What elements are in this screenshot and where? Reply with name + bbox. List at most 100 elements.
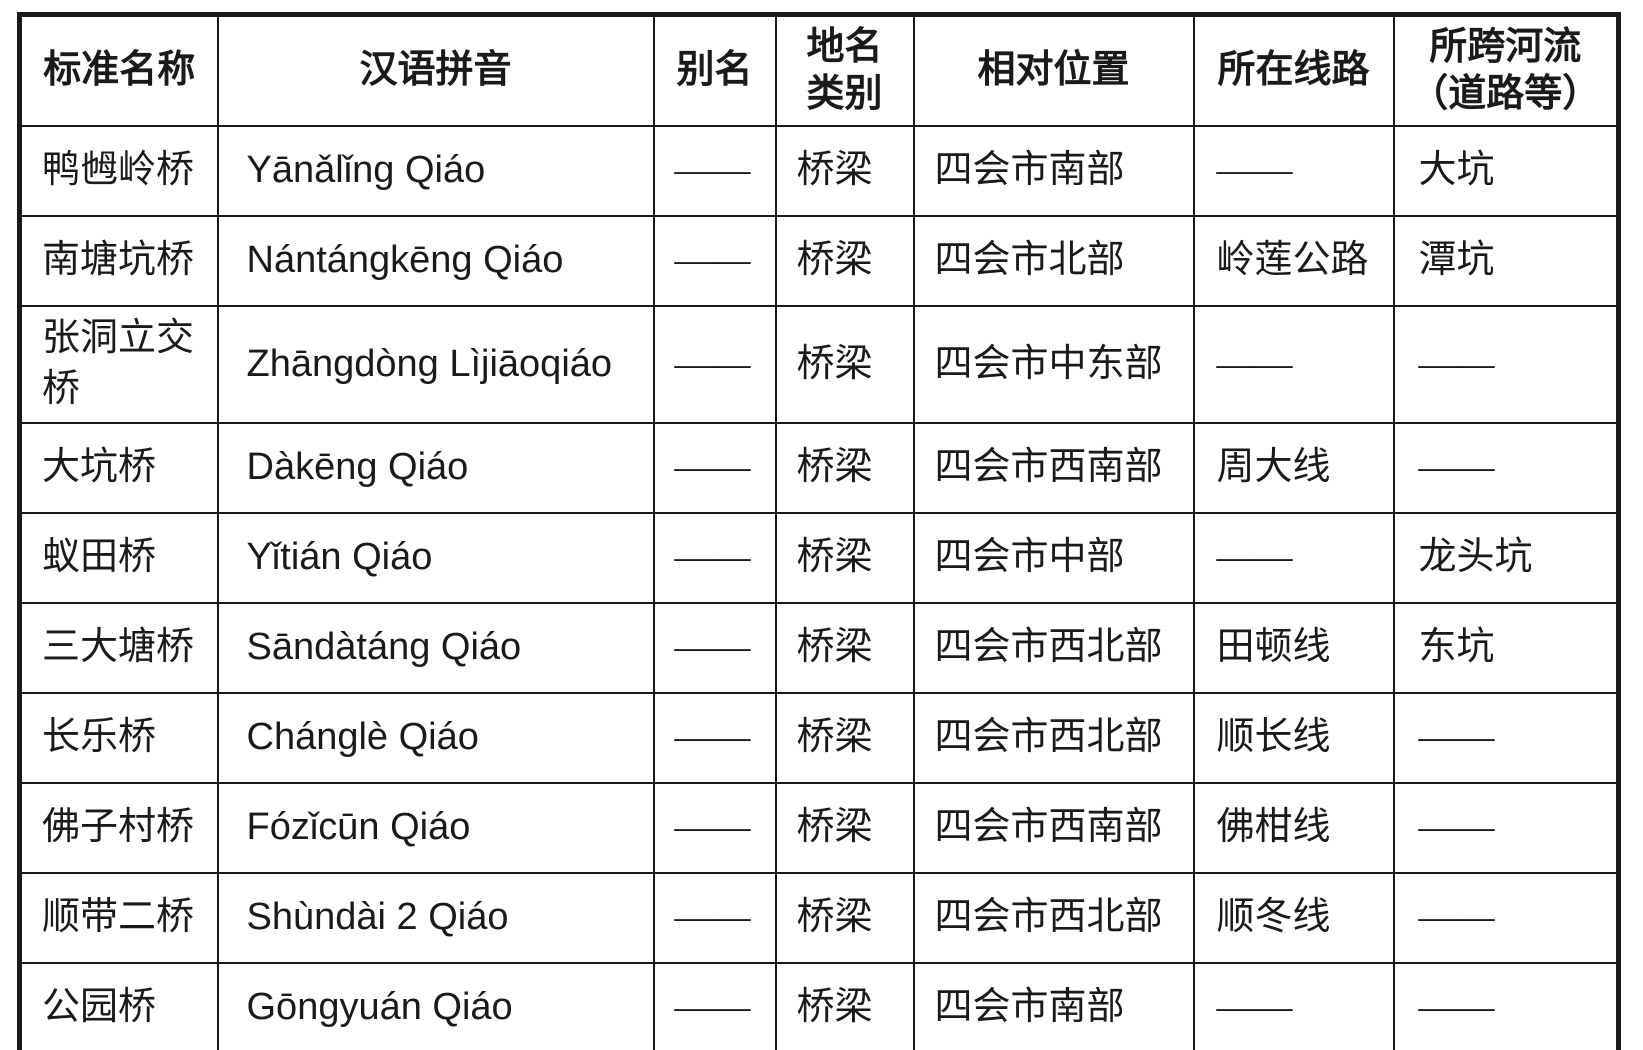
cell-line-located: —— bbox=[1192, 961, 1395, 1050]
cell-text: 顺冬线 bbox=[1216, 895, 1331, 938]
cell-alias: —— bbox=[652, 511, 777, 604]
empty-value-dash: —— bbox=[674, 715, 751, 758]
empty-value-dash: —— bbox=[674, 985, 751, 1028]
cell-alias: —— bbox=[652, 125, 777, 217]
empty-value-dash: —— bbox=[1216, 985, 1293, 1028]
cell-line-located: —— bbox=[1192, 305, 1395, 424]
cell-text: 大坑 bbox=[1418, 149, 1495, 192]
cell-crossed-river: —— bbox=[1392, 421, 1620, 514]
cell-text: 周大线 bbox=[1216, 445, 1331, 488]
column-header-line-located: 所在线路 bbox=[1192, 13, 1395, 127]
cell-text: Fózǐcūn Qiáo bbox=[246, 805, 471, 848]
cell-line-located: —— bbox=[1192, 511, 1395, 604]
cell-text: Dàkēng Qiáo bbox=[246, 445, 469, 488]
table-row: 顺带二桥 Shùndài 2 Qiáo —— 桥梁 四会市西北部 顺冬线 —— bbox=[18, 871, 1620, 964]
cell-text: 桥梁 bbox=[796, 239, 873, 282]
cell-relative-position: 四会市西北部 bbox=[912, 691, 1195, 784]
column-header-category-line: 类别 bbox=[806, 73, 883, 115]
cell-alias: —— bbox=[652, 871, 777, 964]
cell-text: 鸭乸岭桥 bbox=[42, 149, 195, 192]
cell-hanyu-pinyin: Yǐtián Qiáo bbox=[216, 511, 655, 604]
cell-text: 四会市西北部 bbox=[934, 715, 1163, 758]
cell-category: 桥梁 bbox=[774, 305, 915, 424]
column-header-hanyu-pinyin-line: 汉语拼音 bbox=[359, 49, 512, 92]
table-row: 张洞立交桥 Zhāngdòng Lìjiāoqiáo —— 桥梁 四会市中东部 —— —— bbox=[18, 305, 1620, 424]
cell-text: 四会市北部 bbox=[934, 239, 1125, 282]
cell-crossed-river: —— bbox=[1392, 871, 1620, 964]
cell-relative-position: 四会市中部 bbox=[912, 511, 1195, 604]
column-header-category-line: 地名 bbox=[806, 25, 883, 68]
empty-value-dash: —— bbox=[674, 342, 751, 385]
cell-line-located: 周大线 bbox=[1192, 421, 1395, 514]
empty-value-dash: —— bbox=[1418, 985, 1495, 1028]
empty-value-dash: —— bbox=[1216, 342, 1293, 385]
cell-crossed-river: —— bbox=[1392, 691, 1620, 784]
cell-category: 桥梁 bbox=[774, 511, 915, 604]
cell-alias: —— bbox=[652, 961, 777, 1050]
cell-hanyu-pinyin: Yānǎlǐng Qiáo bbox=[216, 125, 655, 217]
column-header-crossed-river-line: 所跨河流 bbox=[1429, 25, 1582, 68]
column-header-hanyu-pinyin: 汉语拼音 bbox=[216, 13, 655, 127]
column-header-crossed-river: 所跨河流 （道路等） bbox=[1392, 13, 1620, 127]
cell-alias: —— bbox=[652, 601, 777, 694]
column-header-standard-name-line: 标准名称 bbox=[43, 49, 196, 92]
cell-text: 四会市中东部 bbox=[934, 342, 1163, 385]
cell-text: Chánglè Qiáo bbox=[246, 715, 479, 758]
cell-alias: —— bbox=[652, 421, 777, 514]
table-header: 标准名称 汉语拼音 别名 地名类别 相对位置 所在线路 所跨河流 （道路等） bbox=[18, 13, 1620, 127]
cell-text: 桥梁 bbox=[796, 149, 873, 192]
cell-text: 桥梁 bbox=[796, 445, 873, 488]
cell-hanyu-pinyin: Chánglè Qiáo bbox=[216, 691, 655, 784]
cell-line-located: 顺长线 bbox=[1192, 691, 1395, 784]
cell-relative-position: 四会市西北部 bbox=[912, 871, 1195, 964]
cell-hanyu-pinyin: Gōngyuán Qiáo bbox=[216, 961, 655, 1050]
cell-line-located: —— bbox=[1192, 125, 1395, 217]
cell-relative-position: 四会市南部 bbox=[912, 961, 1195, 1050]
cell-text: 桥梁 bbox=[796, 985, 873, 1028]
empty-value-dash: —— bbox=[1418, 895, 1495, 938]
empty-value-dash: —— bbox=[674, 805, 751, 848]
cell-text: 张洞立交桥 bbox=[42, 317, 195, 411]
cell-text: 桥梁 bbox=[796, 625, 873, 668]
cell-standard-name: 公园桥 bbox=[18, 961, 219, 1050]
cell-text: 顺带二桥 bbox=[42, 895, 195, 938]
cell-standard-name: 长乐桥 bbox=[18, 691, 219, 784]
table-body: 鸭乸岭桥 Yānǎlǐng Qiáo —— 桥梁 四会市南部 —— 大坑 南塘坑桥 Nántán… bbox=[18, 125, 1620, 1050]
cell-crossed-river: —— bbox=[1392, 305, 1620, 424]
cell-text: 田顿线 bbox=[1216, 625, 1331, 668]
cell-category: 桥梁 bbox=[774, 961, 915, 1050]
cell-line-located: 岭莲公路 bbox=[1192, 215, 1395, 307]
column-header-relative-position-line: 相对位置 bbox=[977, 49, 1130, 92]
cell-alias: —— bbox=[652, 781, 777, 874]
cell-hanyu-pinyin: Shùndài 2 Qiáo bbox=[216, 871, 655, 964]
cell-standard-name: 佛子村桥 bbox=[18, 781, 219, 874]
cell-text: Shùndài 2 Qiáo bbox=[246, 895, 509, 938]
empty-value-dash: —— bbox=[674, 625, 751, 668]
cell-text: 桥梁 bbox=[796, 342, 873, 385]
cell-standard-name: 大坑桥 bbox=[18, 421, 219, 514]
cell-category: 桥梁 bbox=[774, 871, 915, 964]
table-row: 三大塘桥 Sāndàtáng Qiáo —— 桥梁 四会市西北部 田顿线 东坑 bbox=[18, 601, 1620, 694]
cell-text: Yānǎlǐng Qiáo bbox=[246, 149, 486, 192]
cell-text: 桥梁 bbox=[796, 895, 873, 938]
cell-text: Nántángkēng Qiáo bbox=[246, 239, 564, 282]
table-row: 公园桥 Gōngyuán Qiáo —— 桥梁 四会市南部 —— —— bbox=[18, 961, 1620, 1050]
column-header-alias-line: 别名 bbox=[676, 49, 753, 92]
empty-value-dash: —— bbox=[674, 535, 751, 578]
cell-text: 顺长线 bbox=[1216, 715, 1331, 758]
cell-text: 四会市南部 bbox=[934, 149, 1125, 192]
bridge-names-table: 标准名称 汉语拼音 别名 地名类别 相对位置 所在线路 所跨河流 （道路等） 鸭乸岭桥 Yānǎ… bbox=[17, 12, 1621, 1050]
cell-hanyu-pinyin: Zhāngdòng Lìjiāoqiáo bbox=[216, 305, 655, 424]
cell-text: Yǐtián Qiáo bbox=[246, 535, 433, 578]
cell-text: 桥梁 bbox=[796, 805, 873, 848]
empty-value-dash: —— bbox=[1418, 805, 1495, 848]
cell-hanyu-pinyin: Nántángkēng Qiáo bbox=[216, 215, 655, 307]
cell-standard-name: 蚁田桥 bbox=[18, 511, 219, 604]
cell-hanyu-pinyin: Sāndàtáng Qiáo bbox=[216, 601, 655, 694]
cell-text: 桥梁 bbox=[796, 535, 873, 578]
cell-hanyu-pinyin: Dàkēng Qiáo bbox=[216, 421, 655, 514]
column-header-line-located-line: 所在线路 bbox=[1217, 49, 1370, 92]
cell-category: 桥梁 bbox=[774, 215, 915, 307]
cell-category: 桥梁 bbox=[774, 781, 915, 874]
cell-crossed-river: 大坑 bbox=[1392, 125, 1620, 217]
